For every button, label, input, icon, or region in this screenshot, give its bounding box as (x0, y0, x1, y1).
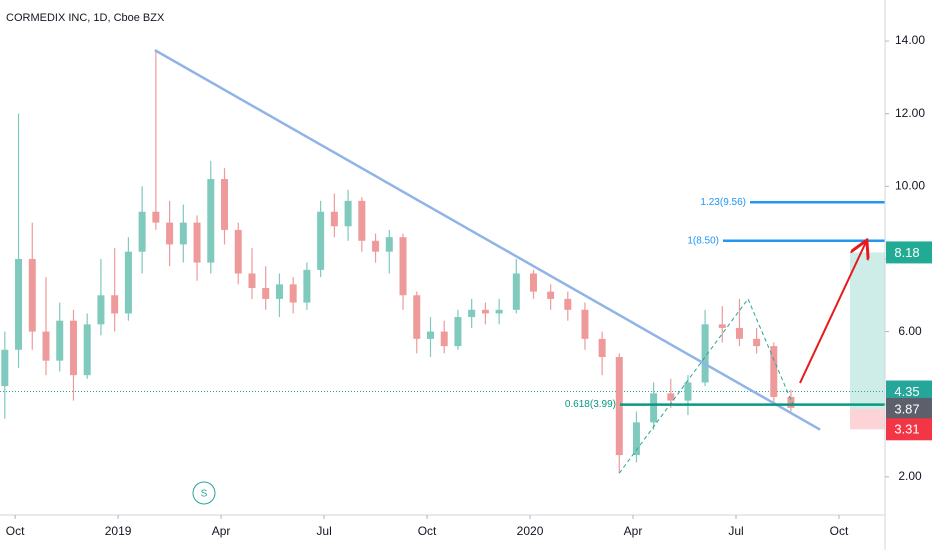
arrow (799, 242, 866, 384)
candle-body (166, 222, 174, 245)
price-tag-label: 8.18 (894, 245, 919, 260)
candle-body (529, 273, 537, 292)
x-tick-label: Jul (316, 524, 331, 538)
y-tick-label: 10.00 (895, 178, 925, 192)
x-tick-label: Oct (6, 524, 25, 538)
candle-body (495, 309, 503, 314)
candle-body (111, 295, 119, 314)
trendline (154, 49, 821, 431)
candle-body (69, 320, 77, 376)
x-tick-label: Oct (418, 524, 437, 538)
candle-body (1, 349, 9, 387)
stop-zone (850, 408, 885, 430)
candle-body (667, 393, 675, 401)
candle-body (344, 200, 352, 227)
candle-body (701, 324, 709, 383)
price-tag (886, 397, 932, 420)
candle-body (152, 211, 160, 223)
candle-body (317, 211, 325, 270)
y-tick-label: 14.00 (895, 33, 925, 47)
fib-label: 0.618(3.99) (565, 399, 616, 410)
candle-body (481, 309, 489, 314)
x-tick-label: Apr (624, 524, 643, 538)
candle-body (28, 258, 36, 332)
candle-body (399, 237, 407, 296)
candle-body (97, 295, 105, 325)
fib-label: 1(8.50) (687, 235, 719, 246)
x-tick-label: 2020 (517, 524, 544, 538)
y-tick-label: 6.00 (898, 324, 922, 338)
candle-body (564, 298, 572, 310)
candle-body (385, 237, 393, 252)
candle-body (632, 422, 640, 456)
candle-body (358, 200, 366, 241)
candle-body (207, 179, 215, 263)
candle-body (248, 273, 256, 289)
candle-body (179, 222, 187, 245)
price-tag-label: 3.87 (894, 401, 919, 416)
target-zone (850, 252, 885, 409)
candle-body (289, 284, 297, 303)
candle-body (770, 346, 778, 397)
candle-body (650, 393, 658, 423)
axes: 2.004.006.008.0010.0012.0014.00Oct2019Ap… (6, 33, 926, 538)
candle-body (262, 288, 270, 299)
x-tick-label: Oct (830, 524, 849, 538)
candle-body (581, 309, 589, 339)
candle-body (468, 309, 476, 318)
candle-body (275, 284, 283, 299)
candle-body (440, 331, 448, 347)
price-tag-label: 4.35 (894, 384, 919, 399)
candle-body (547, 291, 555, 299)
fib-path (618, 297, 795, 474)
candle-body (193, 222, 201, 263)
candle-body (718, 324, 726, 328)
plot-area (0, 49, 885, 474)
price-tag (886, 380, 932, 403)
x-tick-label: Apr (212, 524, 231, 538)
candle-body (753, 338, 761, 347)
candle-body (787, 396, 795, 408)
candle-body (15, 258, 23, 350)
candle-body (330, 211, 338, 227)
candle-body (413, 295, 421, 339)
marker-circle (192, 481, 216, 505)
candle-body (615, 357, 623, 456)
price-tag (886, 241, 932, 264)
candle-body (124, 251, 132, 314)
candle-body (234, 229, 242, 274)
candle-body (372, 240, 380, 252)
candle-body (454, 317, 462, 347)
candle-body (42, 331, 50, 361)
price-tag-label: 3.31 (894, 422, 919, 437)
candle-body (221, 179, 229, 230)
x-tick-label: Jul (728, 524, 743, 538)
y-tick-label: 12.00 (895, 106, 925, 120)
candle-body (684, 382, 692, 401)
candle-body (56, 320, 64, 361)
candle-body (598, 338, 606, 358)
price-tag (886, 418, 932, 441)
x-tick-label: 2019 (105, 524, 132, 538)
candle-body (303, 269, 311, 303)
candle-body (138, 211, 146, 252)
candle-body (426, 331, 434, 339)
candle-body (83, 324, 91, 376)
candle-body (512, 273, 520, 310)
y-tick-label: 2.00 (898, 469, 922, 483)
chart-title: CORMEDIX INC, 1D, Cboe BZX (6, 12, 165, 24)
marker-label: S (201, 489, 208, 500)
fib-label: 1.23(9.56) (700, 197, 746, 208)
candle-body (735, 327, 743, 339)
